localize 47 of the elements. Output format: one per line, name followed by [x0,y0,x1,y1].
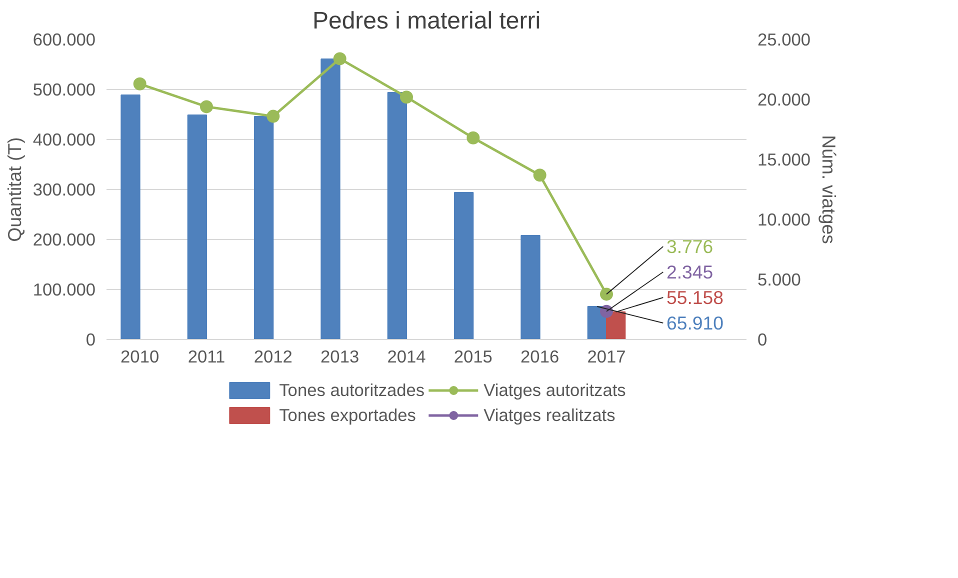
data-label: 2.345 [666,262,714,282]
point [133,77,146,90]
point [266,110,280,123]
y2-tick-label: 10.000 [758,210,810,230]
bar [454,192,474,340]
chart-title: Pedres i material terri [312,8,541,34]
x-tick-label: 2010 [120,346,160,366]
x-tick-label: 2016 [520,346,560,366]
x-tick-label: 2013 [320,346,360,366]
bar [254,116,274,340]
data-label: 55.158 [666,287,724,308]
bar [387,92,407,340]
y-tick-label: 300.000 [32,180,96,200]
y-tick-label: 0 [86,330,96,350]
bar [520,235,540,340]
y2-tick-label: 25.000 [758,30,810,50]
y2-tick-label: 0 [758,330,768,350]
y-tick-label: 500.000 [32,80,96,100]
y2-tick-label: 20.000 [758,90,810,110]
x-tick-label: 2014 [387,346,426,366]
point [533,168,546,182]
bar [120,94,140,340]
x-tick-label: 2015 [454,346,492,366]
point [333,52,346,66]
data-label: 65.910 [666,312,724,334]
y2-axis-title: Núm. viatges [818,135,840,244]
y-axis-title: Quantitat (T) [4,137,25,242]
legend-label: Viatges autoritzats [484,380,626,400]
legend-label: Viatges realitzats [484,404,616,426]
y-tick-label: 200.000 [32,230,96,250]
y-tick-label: 400.000 [32,130,96,150]
bar [320,58,340,340]
point [200,100,213,114]
bar [187,114,207,340]
legend-label: Tones autoritzades [279,380,425,400]
y-tick-label: 100.000 [32,280,96,300]
x-tick-label: 2012 [254,346,292,366]
x-tick-label: 2011 [188,346,226,366]
x-tick-label: 2017 [587,346,626,366]
point [466,131,480,144]
y-tick-label: 600.000 [32,30,96,50]
y2-tick-label: 5.000 [758,270,801,290]
point [600,288,613,301]
point [400,90,413,104]
y2-tick-label: 15.000 [758,150,810,170]
legend-label: Tones exportades [279,404,416,426]
data-label: 3.776 [666,236,714,257]
